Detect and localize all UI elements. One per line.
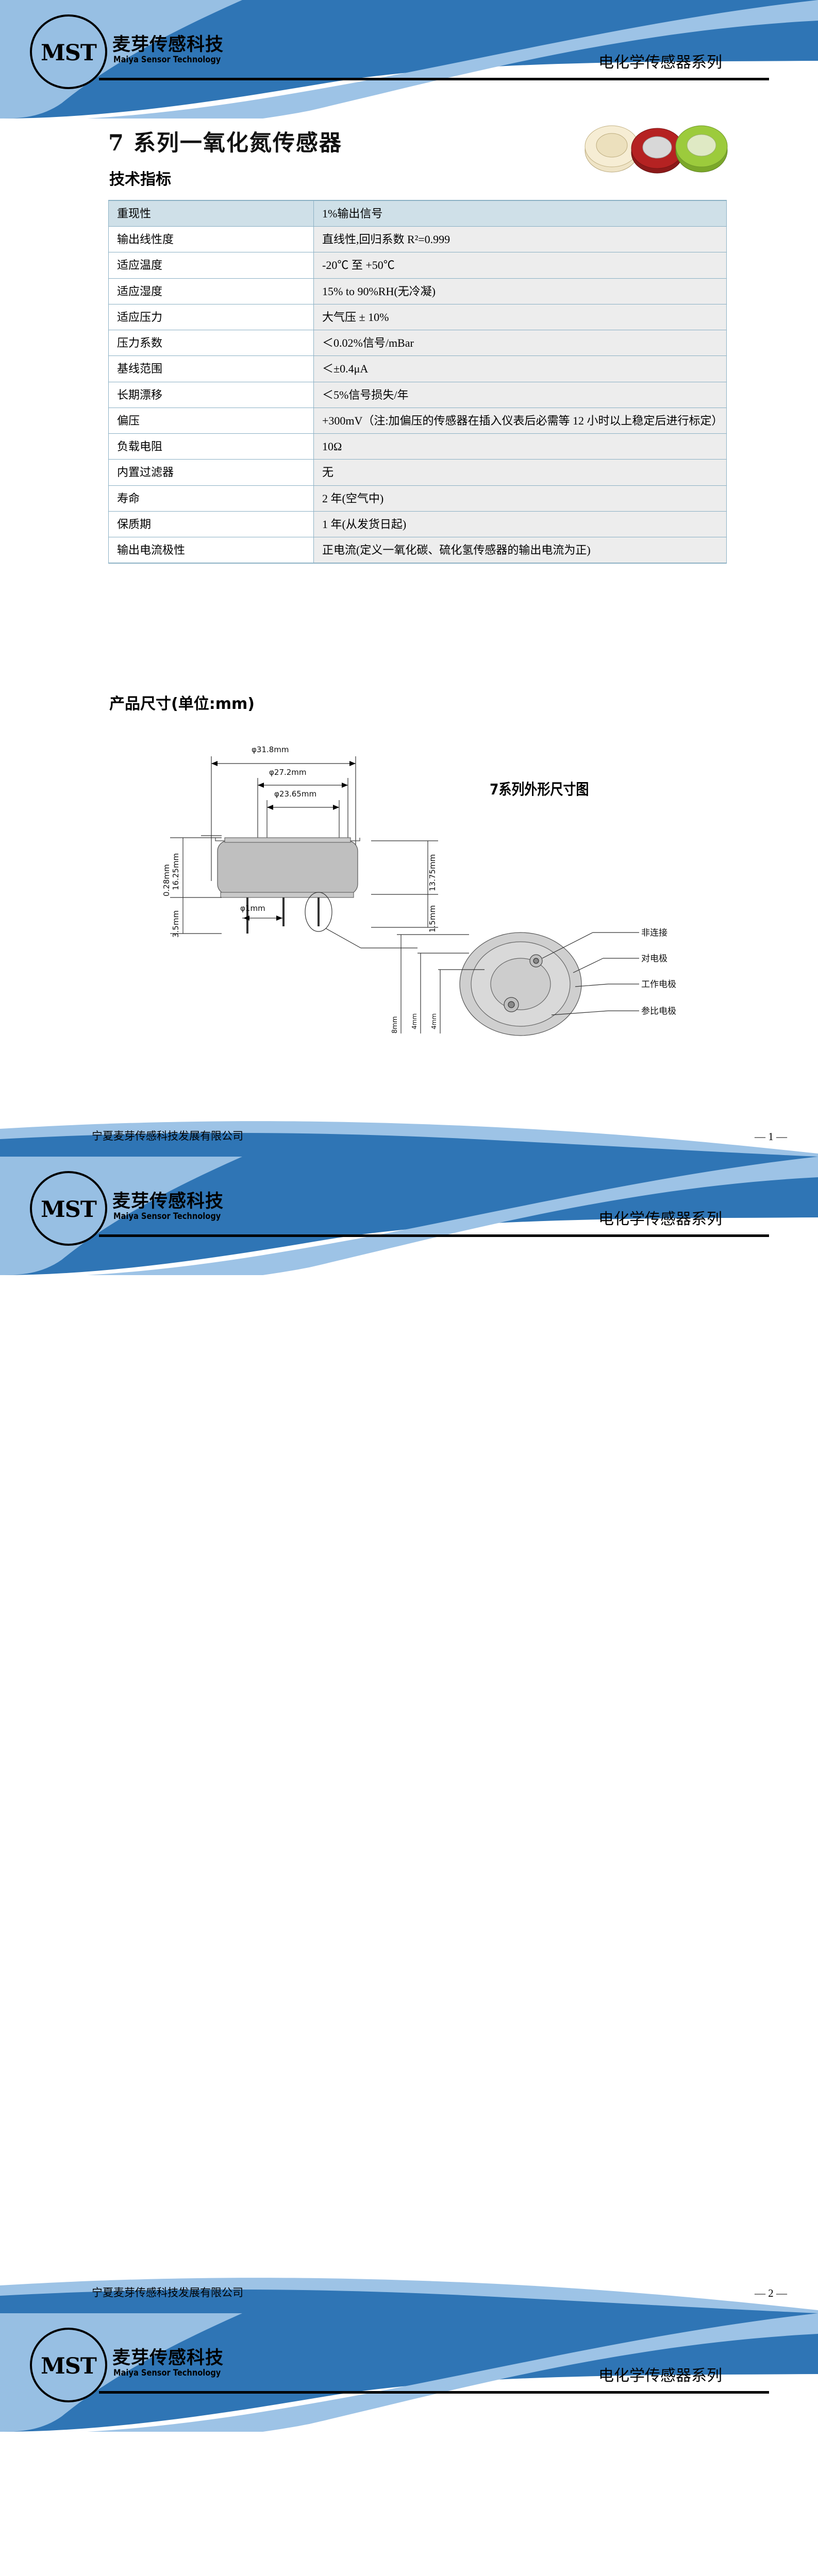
dim-label-thickness: 0.28mm xyxy=(162,864,171,896)
dimensions-section-heading: 产品尺寸(单位:mm) xyxy=(109,695,255,713)
header-series-title-2: 电化学传感器系列 xyxy=(598,1211,722,1228)
specifications-table: 重现性 1%输出信号 输出线性度 直线性,回归系数 R²=0.999 适应温度 -20℃ … xyxy=(108,200,727,564)
footer-page-number-2: — 2 — xyxy=(755,2287,787,2299)
logo-mst-text: MST xyxy=(41,2353,97,2379)
dim-label-h1: 16.25mm xyxy=(171,853,180,890)
spec-key: 基线范围 xyxy=(108,355,314,382)
header-series-title-3: 电化学传感器系列 xyxy=(598,2367,722,2384)
spec-key: 负载电阻 xyxy=(108,433,314,460)
electrode-label-2: 工作电极 xyxy=(641,979,676,990)
spec-value: 大气压 ± 10% xyxy=(313,303,727,331)
electrode-label-1: 对电极 xyxy=(641,954,667,964)
spec-row: 适应湿度 15% to 90%RH(无冷凝) xyxy=(108,278,727,304)
dim-label-h2: 3.5mm xyxy=(171,910,180,938)
dim-label-b2: 4mm xyxy=(411,1013,418,1029)
header-divider-2 xyxy=(99,1234,769,1237)
footer-company-name-2: 宁夏麦芽传感科技发展有限公司 xyxy=(92,2286,243,2299)
spec-row: 长期漂移 ＜5%信号损失/年 xyxy=(108,381,727,408)
spec-value: ＜0.02%信号/mBar xyxy=(313,330,727,357)
company-logo-3: MST 麦芽传感科技 Maiya Sensor Technology xyxy=(21,2325,263,2402)
spec-key: 适应温度 xyxy=(108,252,314,279)
spec-value: 1 年(从发货日起) xyxy=(313,511,727,538)
dimension-svg: φ31.8mm φ27.2mm φ23.65mm 0.28mm 16.25mm … xyxy=(162,745,676,1036)
spec-value: 2 年(空气中) xyxy=(313,485,727,512)
spec-row: 偏压 +300mV（注:加偏压的传感器在插入仪表后必需等 12 小时以上稳定后进行… xyxy=(108,407,727,434)
spec-key: 适应压力 xyxy=(108,303,314,331)
spec-row: 适应压力 大气压 ± 10% xyxy=(108,303,727,331)
footer-company-name: 宁夏麦芽传感科技发展有限公司 xyxy=(92,1130,243,1142)
product-photo xyxy=(581,118,736,180)
dimension-drawing: 7系列外形尺寸图 xyxy=(129,726,706,1046)
spec-key: 输出电流极性 xyxy=(108,537,314,564)
spec-key: 输出线性度 xyxy=(108,226,314,253)
spec-row: 输出电流极性 正电流(定义一氧化碳、硫化氢传感器的输出电流为正) xyxy=(108,537,727,564)
spec-value: 无 xyxy=(313,459,727,486)
spec-value: 正电流(定义一氧化碳、硫化氢传感器的输出电流为正) xyxy=(313,537,727,564)
electrode-label-3: 参比电极 xyxy=(641,1006,676,1016)
logo-mst-text: MST xyxy=(41,40,97,66)
spec-value: 1%输出信号 xyxy=(313,200,727,227)
spec-key: 内置过滤器 xyxy=(108,459,314,486)
spec-key: 偏压 xyxy=(108,407,314,434)
spec-row: 压力系数 ＜0.02%信号/mBar xyxy=(108,330,727,357)
footer-page-number: — 1 — xyxy=(755,1130,787,1143)
spec-key: 压力系数 xyxy=(108,330,314,357)
company-logo-2: MST 麦芽传感科技 Maiya Sensor Technology xyxy=(21,1168,263,1246)
spec-key: 保质期 xyxy=(108,511,314,538)
spec-key: 寿命 xyxy=(108,485,314,512)
spec-key: 适应湿度 xyxy=(108,278,314,304)
page-footer-decoration xyxy=(0,1116,818,1157)
logo-mst-text: MST xyxy=(41,1197,97,1223)
page-1: MST 麦芽传感科技 Maiya Sensor Technology 电化学传感… xyxy=(0,0,818,1157)
dim-label-d1: φ31.8mm xyxy=(252,745,289,754)
logo-company-name-cn: 麦芽传感科技 xyxy=(112,2348,224,2368)
dim-label-h3: 13.75mm xyxy=(428,854,437,891)
dim-label-b1: 8mm xyxy=(391,1016,399,1033)
spec-value: -20℃ 至 +50℃ xyxy=(313,252,727,279)
electrode-label-0: 非连接 xyxy=(641,928,667,938)
spec-section-heading: 技术指标 xyxy=(109,171,171,189)
logo-company-name-en: Maiya Sensor Technology xyxy=(113,2368,221,2378)
dim-label-b3: 4mm xyxy=(430,1013,438,1029)
spec-row: 适应温度 -20℃ 至 +50℃ xyxy=(108,252,727,279)
header-series-title: 电化学传感器系列 xyxy=(598,54,722,71)
spec-row: 寿命 2 年(空气中) xyxy=(108,485,727,512)
logo-company-name-en: Maiya Sensor Technology xyxy=(113,1211,221,1222)
dim-label-pin: φ1mm xyxy=(240,904,265,913)
spec-row: 重现性 1%输出信号 xyxy=(108,200,727,227)
spec-key: 长期漂移 xyxy=(108,381,314,408)
page-footer-decoration-2 xyxy=(0,2273,818,2313)
spec-value: ＜5%信号损失/年 xyxy=(313,381,727,408)
dim-label-d2: φ27.2mm xyxy=(269,768,307,777)
spec-value: 10Ω xyxy=(313,433,727,460)
spec-row: 负载电阻 10Ω xyxy=(108,433,727,460)
spec-value: +300mV（注:加偏压的传感器在插入仪表后必需等 12 小时以上稳定后进行标定… xyxy=(313,407,727,434)
dim-label-h4: 1.5mm xyxy=(428,905,437,933)
spec-value: 直线性,回归系数 R²=0.999 xyxy=(313,226,727,253)
page-3: MST 麦芽传感科技 Maiya Sensor Technology 电化学传感… xyxy=(0,2313,818,2576)
company-logo: MST 麦芽传感科技 Maiya Sensor Technology xyxy=(21,11,263,89)
spec-row: 保质期 1 年(从发货日起) xyxy=(108,511,727,538)
logo-company-name-en: Maiya Sensor Technology xyxy=(113,55,221,65)
spec-row: 输出线性度 直线性,回归系数 R²=0.999 xyxy=(108,226,727,253)
dim-label-d3: φ23.65mm xyxy=(274,789,316,799)
spec-value: ＜±0.4μA xyxy=(313,355,727,382)
page-2: MST 麦芽传感科技 Maiya Sensor Technology 电化学传感… xyxy=(0,1157,818,2313)
dimension-drawing-caption: 7系列外形尺寸图 xyxy=(490,781,589,799)
page-title: 7 系列一氧化氮传感器 xyxy=(108,130,342,156)
spec-row: 内置过滤器无 xyxy=(108,459,727,486)
logo-company-name-cn: 麦芽传感科技 xyxy=(112,35,224,55)
spec-key: 重现性 xyxy=(108,200,314,227)
header-divider xyxy=(99,78,769,80)
header-divider-3 xyxy=(99,2391,769,2394)
logo-company-name-cn: 麦芽传感科技 xyxy=(112,1191,224,1212)
spec-row: 基线范围 ＜±0.4μA xyxy=(108,355,727,382)
spec-value: 15% to 90%RH(无冷凝) xyxy=(313,278,727,304)
